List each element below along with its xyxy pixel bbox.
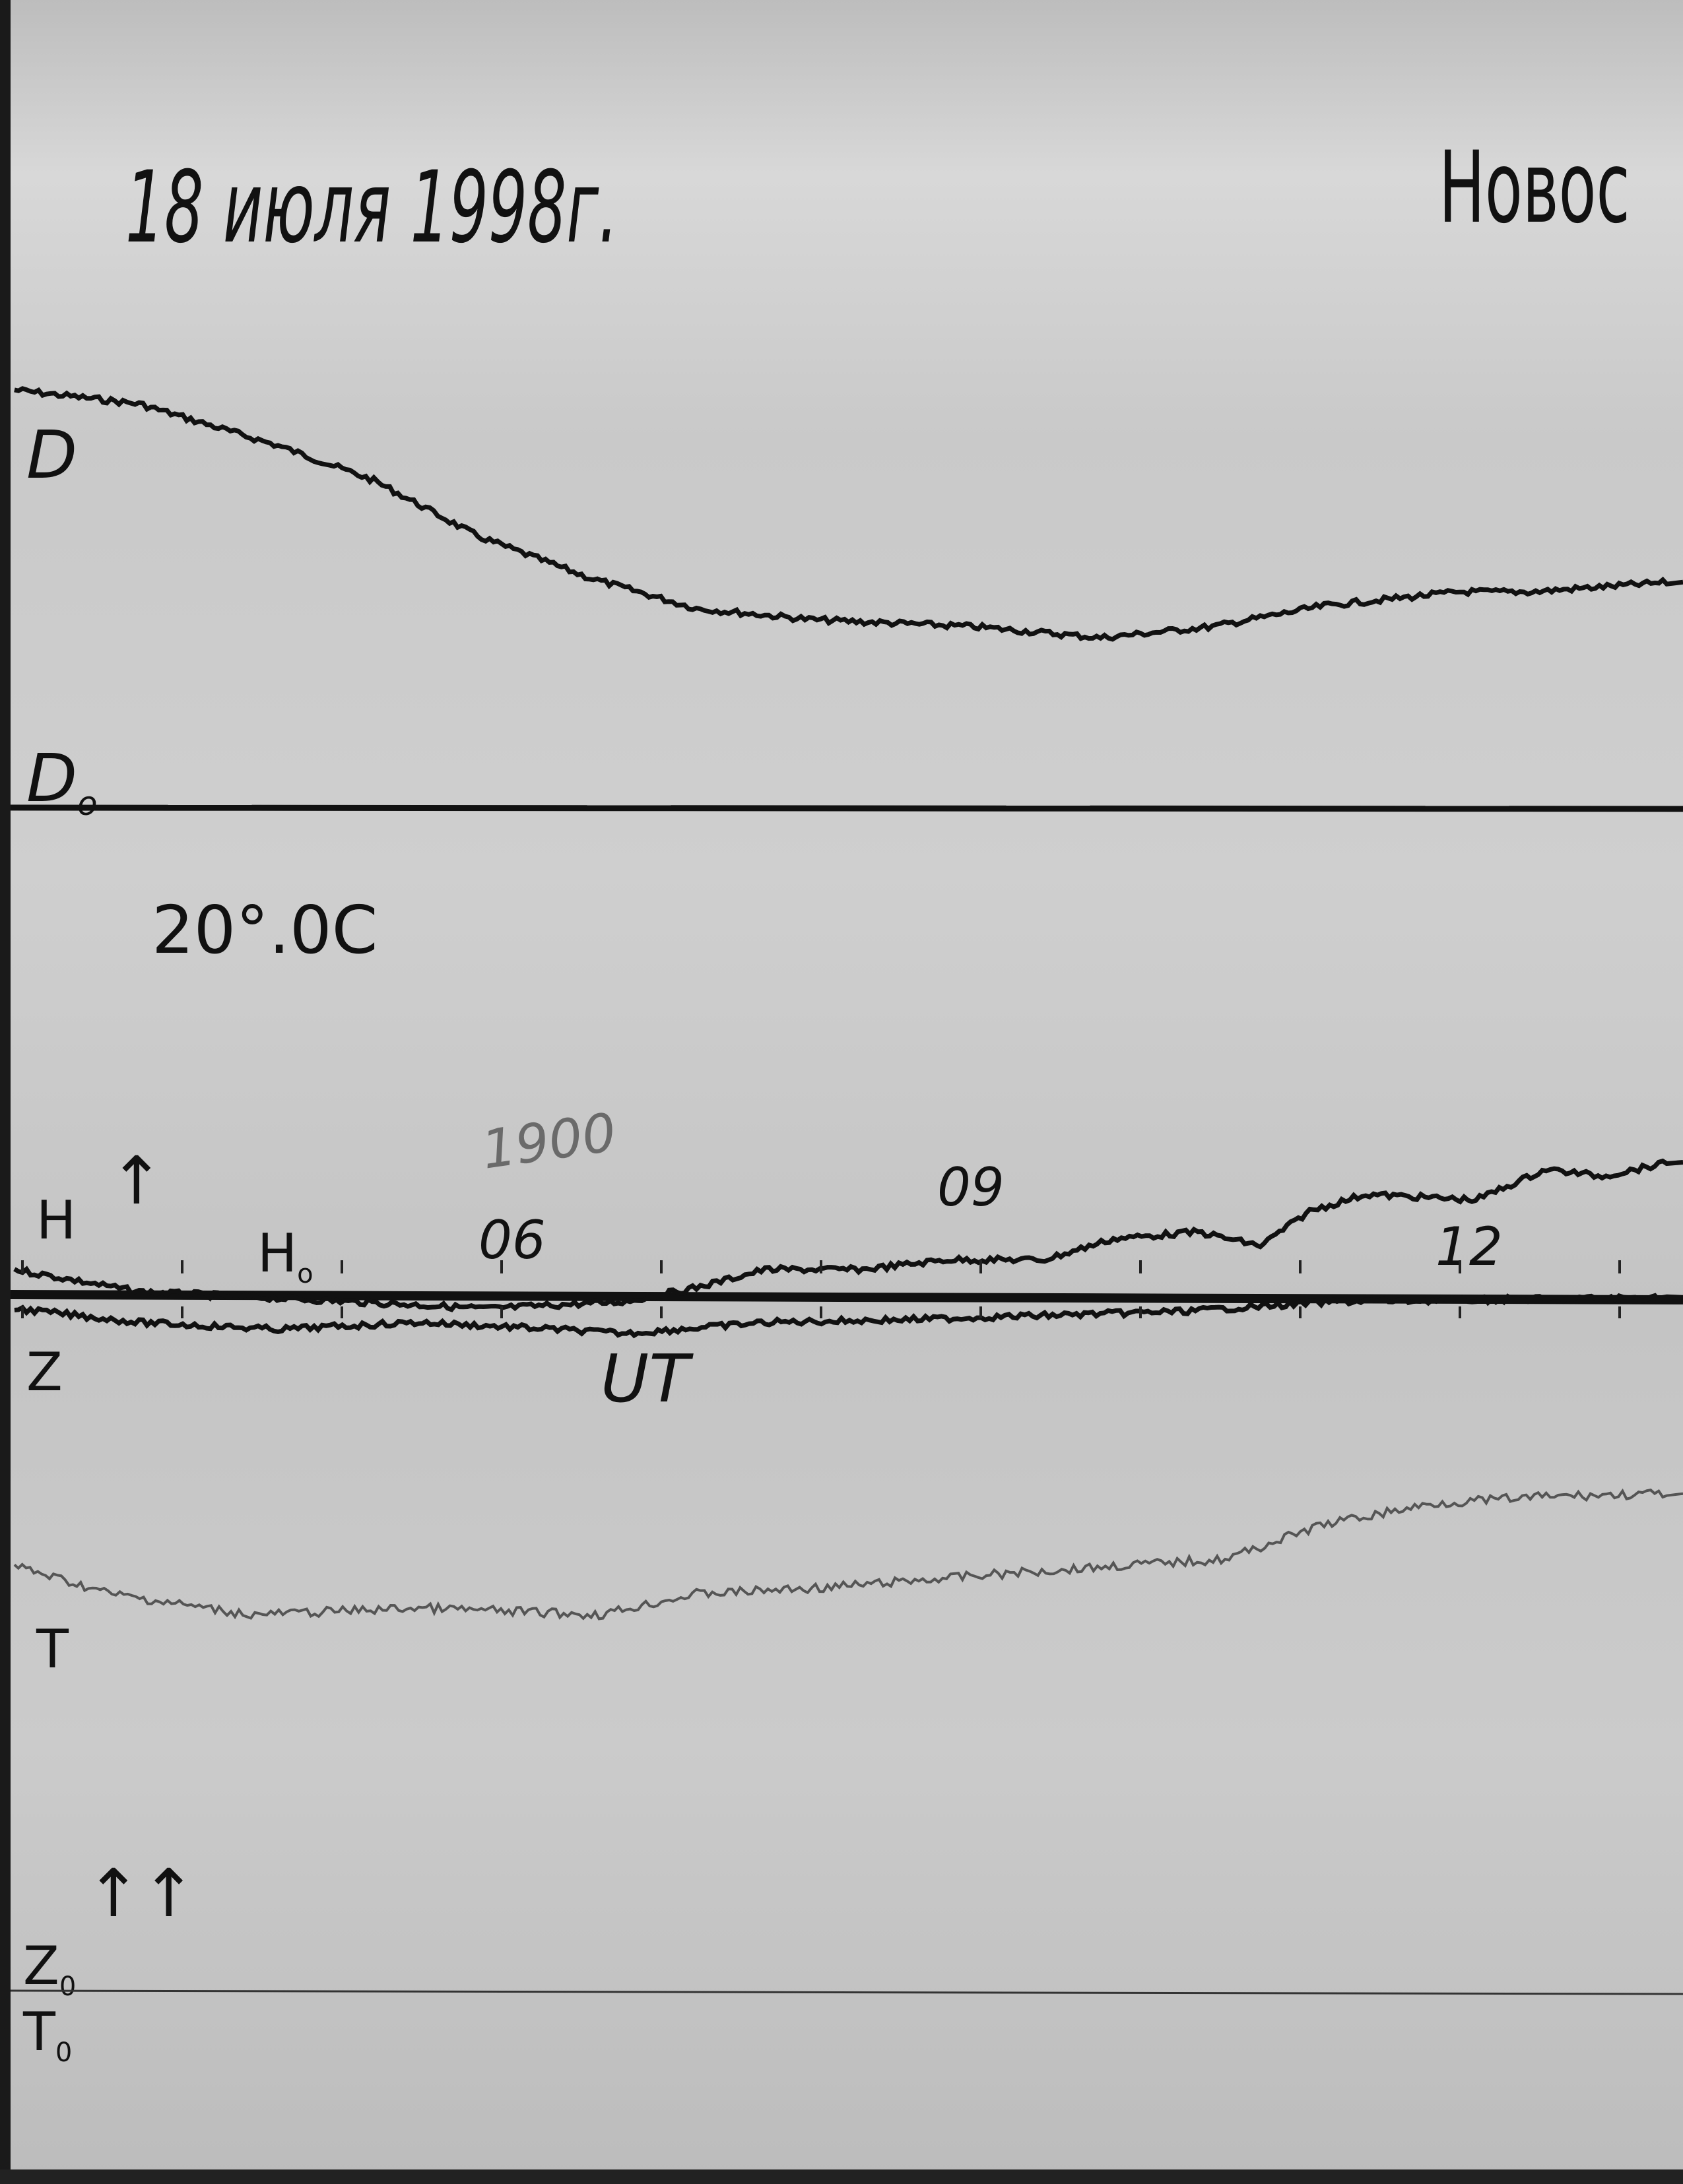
label-H0-sub: o xyxy=(297,1259,314,1289)
scan-edge xyxy=(0,0,11,2184)
tick-label-09: 09 xyxy=(937,1157,1005,1218)
trace-D xyxy=(14,386,1683,642)
arrow-up-icon: ↑ xyxy=(109,1142,164,1219)
trace-T xyxy=(13,1488,1683,1621)
label-D: D xyxy=(26,416,78,494)
label-D0-sub: o xyxy=(77,785,98,823)
label-H0: Ho xyxy=(257,1227,314,1289)
label-T0: T0 xyxy=(23,2006,73,2068)
label-H: H xyxy=(36,1190,77,1251)
temperature-label: 20°.0C xyxy=(152,891,378,969)
label-T0-main: T xyxy=(23,2001,55,2063)
station-name: Новос xyxy=(1439,131,1630,245)
double-arrow-up-icon: ↑↑ xyxy=(86,1855,197,1932)
tick-label-12: 12 xyxy=(1436,1216,1503,1277)
label-Z: Z xyxy=(26,1341,63,1403)
scan-bottom-edge xyxy=(0,2169,1683,2184)
baseline-D0 xyxy=(10,804,1683,812)
label-D0: Do xyxy=(26,746,98,823)
tick-label-06: 06 xyxy=(478,1209,546,1271)
trace-Z xyxy=(14,1293,1683,1339)
label-T: T xyxy=(36,1619,69,1680)
x-axis-label-UT: UT xyxy=(601,1340,690,1417)
trace-H xyxy=(13,1158,1683,1312)
label-T0-sub: 0 xyxy=(55,2038,73,2068)
label-D0-main: D xyxy=(26,740,78,817)
chart-date-title: 18 июля 1998г. xyxy=(125,150,618,265)
label-Z0-main: Z xyxy=(23,1935,59,1997)
baseline-T0 xyxy=(10,1989,1683,1995)
label-Z0-sub: 0 xyxy=(59,1972,77,2002)
label-H0-main: H xyxy=(257,1223,298,1284)
label-Z0: Z0 xyxy=(23,1940,77,2002)
